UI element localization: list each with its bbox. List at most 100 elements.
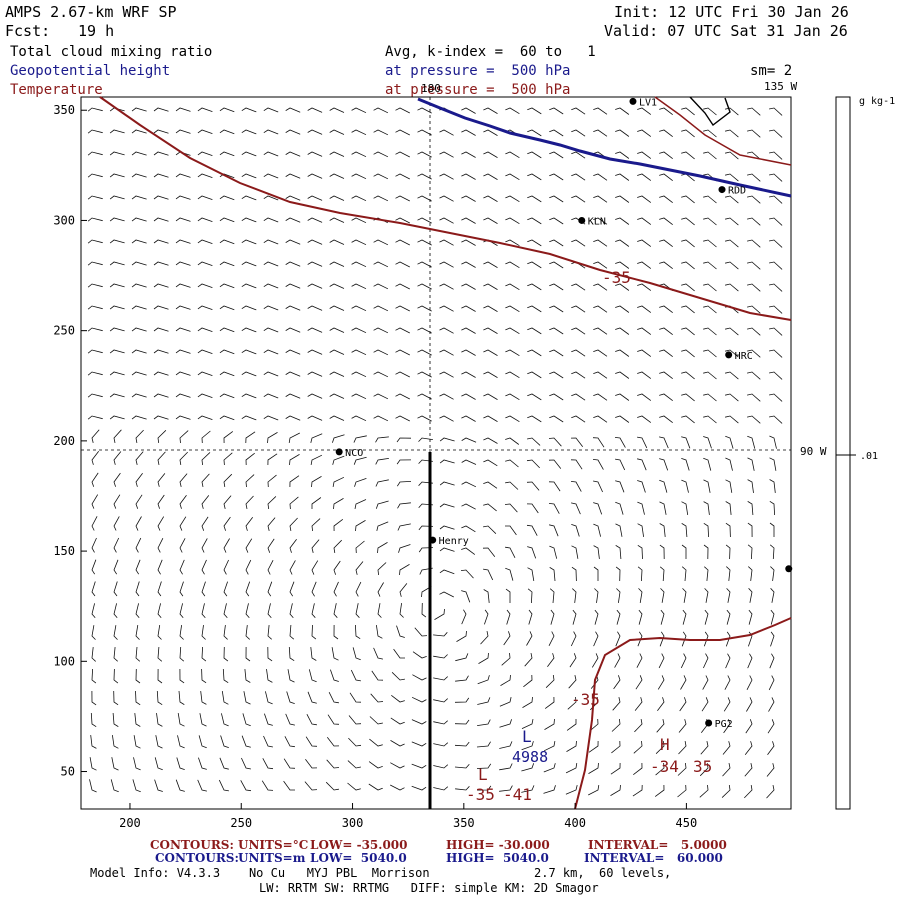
x-tick-label: 300 [342, 816, 364, 830]
wind-barb [223, 473, 233, 487]
wind-barb [681, 631, 687, 647]
wind-barb [390, 762, 405, 769]
wind-barb [373, 151, 389, 158]
wind-barb [767, 719, 775, 734]
wind-barb [544, 718, 555, 730]
wind-barb [399, 583, 408, 597]
wind-barb [263, 261, 279, 267]
wind-barb [615, 415, 630, 423]
wind-barb [461, 327, 476, 334]
wind-barb [87, 305, 103, 310]
wind-barb [483, 371, 498, 378]
wind-barb [390, 717, 405, 725]
valid-time: Valid: 07 UTC Sat 31 Jan 26 [604, 22, 848, 40]
wind-barb [306, 714, 317, 726]
wind-barb [91, 472, 99, 487]
wind-barb [500, 674, 511, 686]
y-tick-label: 200 [53, 434, 75, 448]
wind-barb [396, 625, 405, 638]
wind-barb [223, 452, 233, 466]
wind-barb [567, 696, 577, 710]
wind-barb [175, 195, 191, 200]
wind-barb [659, 479, 668, 493]
wind-barb [351, 195, 367, 202]
wind-barb [197, 779, 207, 792]
wind-barb [375, 500, 389, 509]
wind-barb [747, 261, 761, 270]
wind-barb [131, 195, 147, 200]
wind-barb [527, 588, 533, 604]
wind-barb [522, 696, 533, 708]
wind-barb [571, 545, 579, 559]
wind-barb [659, 371, 673, 380]
wind-barb [703, 195, 717, 204]
wind-barb [505, 371, 520, 379]
wind-barb [549, 545, 558, 559]
wind-barb [395, 217, 410, 224]
wind-barb [439, 393, 454, 400]
wind-barb [288, 432, 300, 443]
wind-barb [655, 762, 665, 776]
wind-barb [681, 195, 695, 204]
wind-barb [505, 195, 520, 203]
wind-barb [659, 544, 665, 560]
wind-barb [476, 763, 492, 769]
wind-barb [197, 393, 213, 398]
wind-barb [615, 371, 630, 379]
wind-barb [267, 581, 273, 597]
wind-barb [615, 566, 621, 582]
wind-barb [289, 517, 298, 531]
wind-barb [285, 283, 301, 289]
wind-barb [393, 648, 405, 659]
footer-hgt-units: UNITS=m [238, 851, 306, 865]
wind-barb [748, 588, 753, 603]
wind-barb [527, 567, 535, 581]
wind-barb [681, 107, 695, 116]
wind-barb [527, 173, 542, 181]
wind-barb [434, 608, 445, 620]
wind-barb [395, 349, 410, 356]
wind-barb [355, 520, 366, 532]
wind-barb [637, 480, 646, 493]
wind-barb [461, 129, 476, 136]
wind-barb [91, 690, 97, 706]
wind-barb [615, 631, 621, 647]
wind-barb [307, 107, 323, 113]
wind-barb [197, 305, 213, 310]
wind-barb [288, 646, 295, 662]
wind-barb [506, 609, 511, 625]
wind-barb [549, 107, 564, 115]
wind-barb [175, 327, 191, 332]
wind-barb [460, 569, 474, 579]
wind-barb [329, 349, 345, 355]
wind-barb [571, 173, 586, 181]
wind-barb [588, 740, 599, 753]
wind-barb [417, 129, 432, 136]
wind-barb [593, 305, 608, 313]
wind-barb [482, 547, 496, 557]
wind-barb [396, 481, 412, 487]
wind-barb [132, 779, 141, 793]
wind-barb [153, 151, 169, 156]
wind-barb [615, 480, 625, 493]
wind-barb [133, 735, 141, 749]
wind-barb [505, 415, 520, 423]
wind-barb [748, 609, 753, 625]
wind-barb [527, 217, 542, 225]
wind-barb [725, 173, 739, 182]
wind-barb [307, 393, 323, 399]
wind-barb [768, 675, 775, 691]
wind-barb [241, 107, 257, 113]
wind-barb [571, 524, 580, 537]
wind-barb [179, 646, 185, 662]
wind-barb [439, 371, 454, 378]
wind-barb [91, 581, 96, 597]
wind-barb [198, 735, 207, 749]
wind-barb [241, 735, 251, 748]
wind-barb [219, 195, 235, 201]
wind-barb [91, 559, 97, 575]
wind-barb [723, 697, 731, 712]
wind-barb [505, 151, 520, 159]
wind-barb [725, 435, 734, 449]
wind-barb [526, 524, 538, 536]
